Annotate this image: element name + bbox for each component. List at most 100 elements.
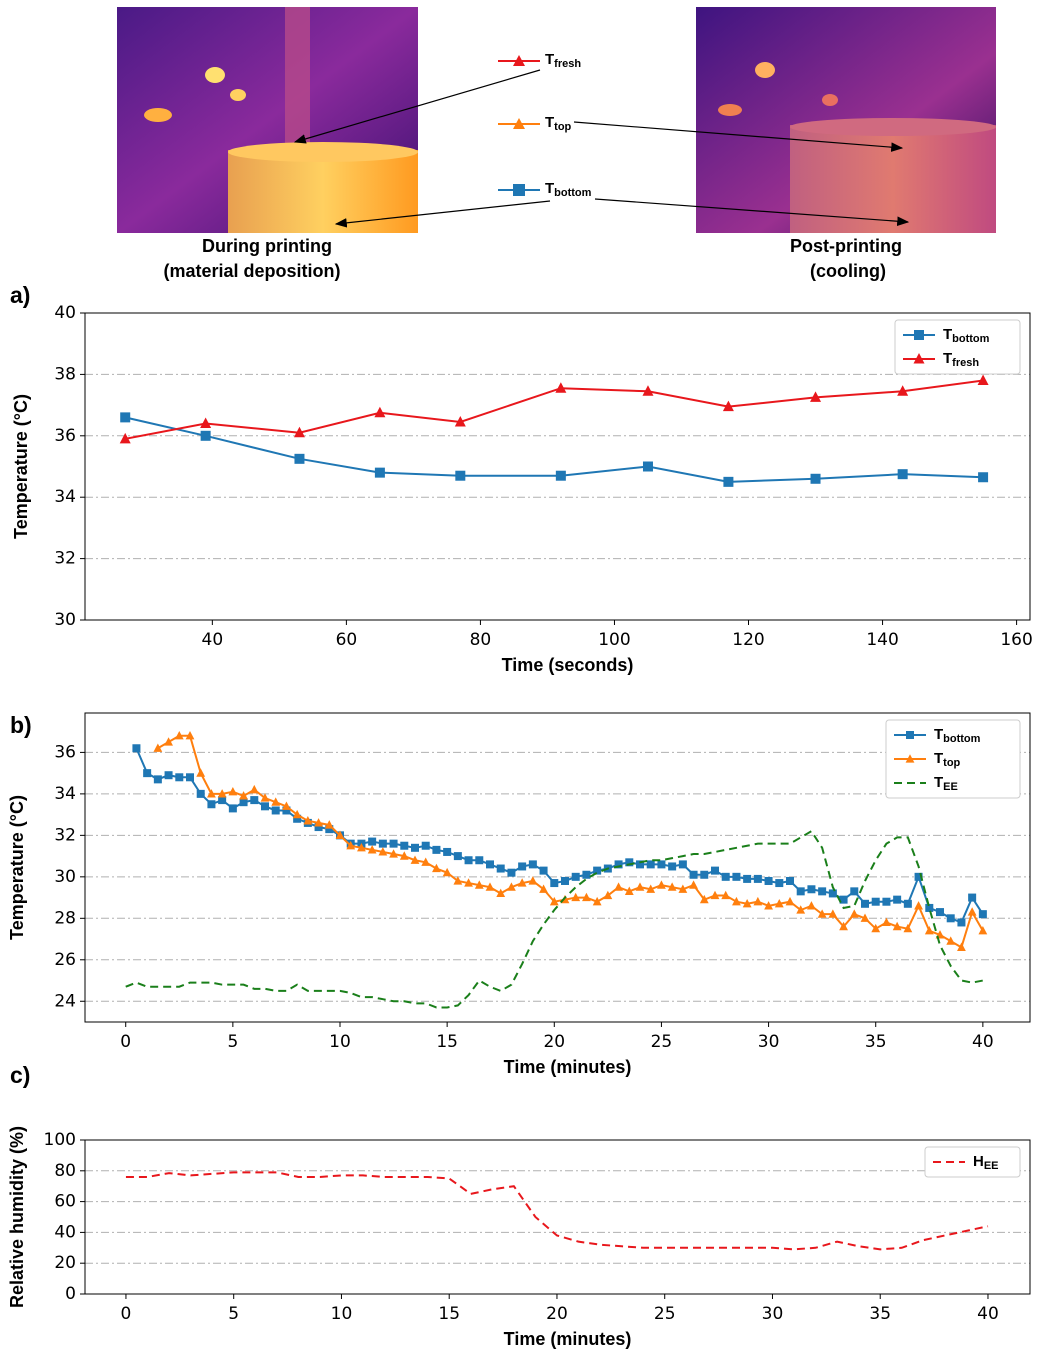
marker [657,880,666,889]
y-tick-label: 34 [54,784,76,804]
legend-label: Tfresh [943,350,979,369]
marker [893,895,902,904]
marker [897,385,909,396]
y-tick-label: 20 [54,1253,76,1273]
marker [217,789,227,798]
marker [657,860,666,869]
marker [871,897,880,906]
marker [374,467,385,478]
series-line [125,379,984,440]
marker [978,472,989,483]
marker [742,898,752,908]
marker [550,879,559,888]
marker [153,743,163,752]
marker [196,789,205,798]
marker [389,849,398,858]
arrow [573,121,904,152]
marker [132,744,141,753]
x-tick-label: 20 [546,1304,568,1324]
marker [828,889,837,898]
marker [957,942,966,951]
legend-label: Tbottom [545,180,592,199]
marker [897,469,908,480]
y-tick-label: 34 [54,487,76,507]
marker [346,840,356,850]
y-tick-label: 80 [54,1161,76,1181]
marker [507,868,516,877]
marker [239,791,248,800]
marker [303,816,313,825]
marker [914,901,923,910]
series-line [125,1171,989,1251]
marker [218,796,227,805]
marker [913,353,925,364]
marker [903,923,913,933]
thermal-image-right [696,7,996,233]
marker [496,864,505,873]
marker [946,936,956,945]
marker [421,857,431,866]
marker [517,878,527,887]
marker [120,412,131,423]
marker [614,860,623,869]
marker [892,921,902,931]
marker [743,874,752,883]
marker [723,476,734,487]
marker [924,925,934,935]
marker [453,852,462,861]
x-tick-label: 60 [336,630,358,650]
marker [539,884,548,893]
marker [699,894,709,904]
marker [367,845,377,854]
y-axis-label: Temperature (°C) [7,795,27,940]
marker [186,773,194,782]
x-tick-label: 40 [202,630,224,650]
marker [689,880,698,889]
marker [967,907,977,916]
marker [528,860,537,869]
legend-subscript: bottom [952,333,989,345]
marker [753,874,762,883]
marker [839,921,848,931]
marker [571,892,581,902]
marker [432,845,441,854]
marker [518,862,527,871]
marker [464,856,473,865]
arrow [293,69,541,144]
x-tick-label: 80 [470,630,492,650]
marker [753,896,763,906]
marker [507,882,516,891]
x-tick-label: 30 [758,1032,780,1052]
legend-name: H [973,1153,984,1170]
y-tick-label: 40 [54,303,76,323]
marker [368,837,377,846]
marker [528,876,538,885]
marker [464,878,473,887]
legend-label: Tbottom [934,726,981,745]
legend-label: Ttop [545,114,572,133]
marker [582,870,591,879]
x-tick-label: 15 [438,1304,460,1324]
marker [689,870,698,879]
series-line [125,829,984,1009]
marker [261,802,269,811]
marker [646,884,656,893]
legend-name: T [934,750,943,767]
marker [119,432,131,444]
marker [861,899,869,908]
x-tick-label: 40 [977,1304,999,1324]
marker [174,731,184,740]
marker [850,887,859,896]
marker [786,876,794,885]
marker [914,330,924,340]
plot-frame [84,712,1031,1023]
legend-name: T [943,350,952,367]
series-line [157,734,984,949]
y-axis-label: Relative humidity (%) [7,1126,27,1308]
x-tick-label: 120 [732,630,764,650]
marker [164,737,173,746]
x-tick-label: 35 [869,1304,891,1324]
marker [849,909,859,918]
marker [292,809,302,819]
legend-subscript: top [943,757,960,769]
